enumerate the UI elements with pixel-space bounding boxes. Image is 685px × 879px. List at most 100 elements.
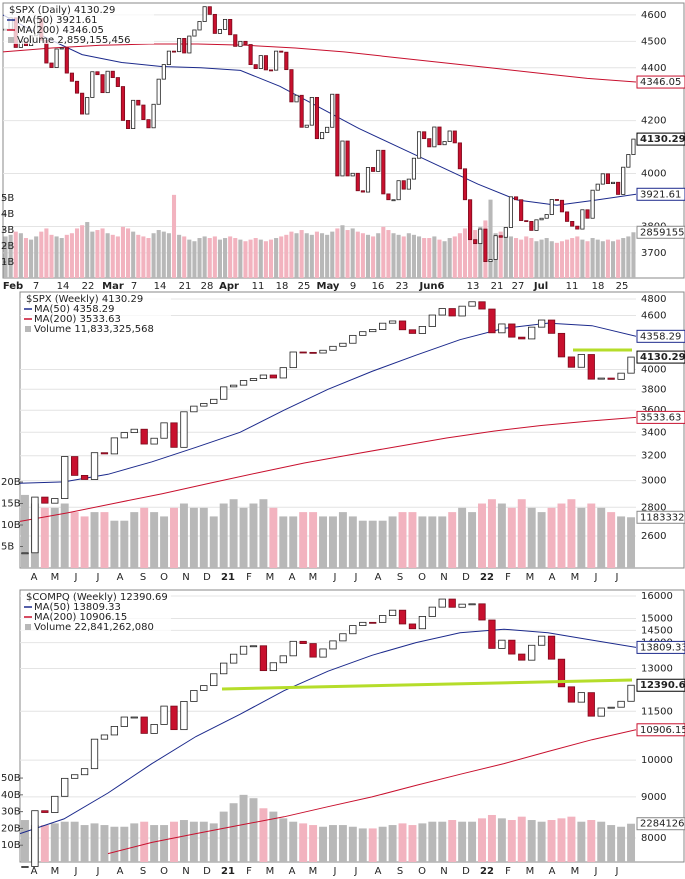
candle-body	[493, 235, 498, 260]
x-tick-label: A	[289, 866, 296, 877]
volume-bar	[577, 821, 586, 862]
candle-body	[610, 181, 616, 185]
candle-body	[376, 149, 381, 172]
volume-bar	[171, 194, 177, 278]
candle-body	[110, 726, 119, 736]
candle-body	[279, 655, 287, 664]
x-tick-label: A	[549, 866, 556, 877]
candle-body	[41, 810, 49, 813]
x-tick-label: S	[397, 866, 403, 877]
candle-body	[51, 795, 59, 813]
volume-bar	[345, 230, 350, 278]
legend-label: Volume 11,833,325,568	[34, 324, 154, 335]
volume-bar	[458, 507, 467, 568]
volume-bar	[498, 231, 503, 278]
candle-body	[557, 658, 566, 688]
x-tick-label: O	[160, 572, 168, 583]
candle-body	[136, 99, 141, 106]
volume-bar	[627, 823, 636, 862]
candle-body	[130, 716, 138, 719]
volume-bar	[259, 499, 268, 568]
candle-body	[627, 684, 635, 702]
candle-body	[197, 21, 202, 31]
candle-body	[339, 633, 347, 642]
panel: 37003800400042004400450046001B2B3B4B5B39…	[1, 2, 685, 292]
candle-body	[140, 428, 148, 445]
candle-body	[408, 623, 417, 630]
x-tick-label: A	[375, 572, 382, 583]
candle-body	[309, 643, 317, 658]
y-tick-label: 3000	[641, 476, 666, 487]
candle-body	[565, 211, 570, 222]
volume-bar	[488, 199, 493, 278]
legend-background	[21, 591, 171, 631]
candle-body	[238, 40, 243, 47]
candle-body	[309, 96, 314, 126]
candle-body	[51, 498, 59, 504]
x-tick-label: F	[246, 866, 252, 877]
candle-body	[626, 154, 631, 168]
y-tick-label: 4200	[641, 116, 666, 127]
y-tick-label: 10000	[641, 755, 673, 766]
volume-bar	[294, 233, 299, 278]
candle-body	[151, 103, 156, 129]
candle-body	[228, 18, 233, 36]
x-tick-label: F	[505, 572, 511, 583]
volume-bar	[131, 231, 136, 278]
volume-bar	[279, 236, 284, 278]
y-tick-label: 4500	[641, 36, 666, 47]
x-tick-label: M	[266, 572, 275, 583]
candle-body	[379, 322, 387, 330]
x-tick-label: 11	[566, 281, 579, 292]
y-tick-label: 13000	[641, 663, 673, 674]
volume-bar	[54, 236, 59, 278]
candle-body	[570, 221, 575, 227]
candle-body	[110, 70, 115, 78]
volume-bar	[69, 233, 74, 278]
volume-bar	[299, 230, 304, 278]
volume-bar	[219, 811, 228, 862]
legend-label: MA(50) 4358.29	[34, 304, 115, 315]
candle-body	[80, 768, 89, 776]
volume-bar	[249, 798, 258, 862]
candle-body	[416, 131, 422, 159]
legend-label: MA(200) 4346.05	[17, 25, 104, 36]
candle-body	[239, 380, 248, 386]
x-tick-label: 18	[592, 281, 605, 292]
volume-bar	[417, 236, 422, 278]
candle-body	[422, 131, 427, 140]
candle-body	[401, 180, 406, 190]
x-tick-label: 21	[221, 866, 235, 877]
candle-body	[438, 598, 446, 608]
volume-bar	[610, 241, 616, 278]
candle-body	[100, 74, 105, 94]
volume-bar	[279, 818, 288, 862]
volume-bar	[473, 230, 478, 278]
x-tick-label: Jun6	[419, 281, 445, 292]
candle-body	[503, 227, 508, 238]
x-tick-label: 22	[480, 866, 494, 877]
volume-box-label: 2859155	[640, 227, 685, 238]
volume-bar	[70, 821, 79, 862]
moving-average-line	[2, 43, 637, 83]
candle-body	[95, 71, 100, 76]
volume-bar	[386, 230, 391, 278]
candle-body	[557, 332, 566, 358]
volume-bar	[161, 231, 166, 278]
y-tick-label: 3200	[641, 451, 666, 462]
candle-body	[249, 378, 258, 381]
candle-body	[210, 673, 218, 687]
candle-body	[458, 305, 466, 317]
x-tick-label: M	[309, 572, 318, 583]
x-tick-label: O	[418, 572, 426, 583]
volume-bar	[20, 494, 29, 568]
volume-bar	[239, 794, 248, 862]
candle-body	[432, 126, 437, 148]
candle-body	[360, 190, 365, 193]
x-tick-label: M	[51, 572, 60, 583]
candle-body	[190, 690, 198, 702]
volume-bar	[567, 499, 576, 568]
candle-body	[428, 314, 436, 327]
candle-body	[207, 6, 212, 15]
candle-body	[617, 700, 625, 708]
